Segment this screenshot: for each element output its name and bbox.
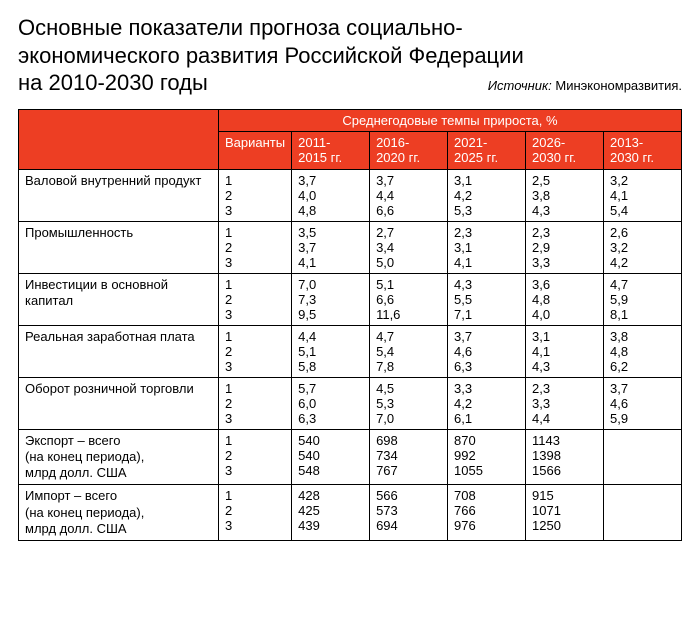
title-line-1: Основные показатели прогноза социально- <box>18 14 682 42</box>
data-cell: 91510711250 <box>526 485 604 541</box>
table-row: Промышленность1233,53,74,12,73,45,02,33,… <box>19 221 682 273</box>
title-block: Основные показатели прогноза социально- … <box>18 14 682 97</box>
table-row: Экспорт – всего(на конец периода),млрд д… <box>19 429 682 485</box>
data-cell: 3,34,26,1 <box>448 377 526 429</box>
data-cell <box>603 485 681 541</box>
table-row: Оборот розничной торговли1235,76,06,34,5… <box>19 377 682 429</box>
data-cell: 3,74,46,6 <box>370 169 448 221</box>
data-cell: 4,75,47,8 <box>370 325 448 377</box>
variants-cell: 123 <box>219 221 292 273</box>
table-row: Валовой внутренний продукт1233,74,04,83,… <box>19 169 682 221</box>
data-cell: 698734767 <box>370 429 448 485</box>
indicator-cell: Валовой внутренний продукт <box>19 169 219 221</box>
title-line-3: на 2010-2030 годы <box>18 69 208 97</box>
header-period-4: 2013-2030 гг. <box>603 131 681 169</box>
table-body: Валовой внутренний продукт1233,74,04,83,… <box>19 169 682 541</box>
header-group: Среднегодовые темпы прироста, % <box>219 109 682 131</box>
data-cell: 2,63,24,2 <box>603 221 681 273</box>
data-cell: 3,14,14,3 <box>526 325 604 377</box>
data-cell: 3,53,74,1 <box>292 221 370 273</box>
data-cell: 4,45,15,8 <box>292 325 370 377</box>
header-period-0: 2011-2015 гг. <box>292 131 370 169</box>
indicator-cell: Реальная заработная плата <box>19 325 219 377</box>
variants-cell: 123 <box>219 169 292 221</box>
header-blank <box>19 109 219 169</box>
header-period-1: 2016-2020 гг. <box>370 131 448 169</box>
indicator-cell: Инвестиции в основной капитал <box>19 273 219 325</box>
data-cell: 4,75,98,1 <box>603 273 681 325</box>
header-variants: Варианты <box>219 131 292 169</box>
data-cell: 3,64,84,0 <box>526 273 604 325</box>
data-cell: 3,24,15,4 <box>603 169 681 221</box>
data-cell: 2,73,45,0 <box>370 221 448 273</box>
table-row: Реальная заработная плата1234,45,15,84,7… <box>19 325 682 377</box>
variants-cell: 123 <box>219 429 292 485</box>
title-line-2: экономического развития Российской Федер… <box>18 42 682 70</box>
data-cell: 540540548 <box>292 429 370 485</box>
indicator-cell: Промышленность <box>19 221 219 273</box>
data-cell: 2,33,34,4 <box>526 377 604 429</box>
source-value: Минэкономразвития. <box>555 78 682 93</box>
variants-cell: 123 <box>219 377 292 429</box>
data-cell: 8709921055 <box>448 429 526 485</box>
data-cell: 3,74,04,8 <box>292 169 370 221</box>
data-cell: 2,33,14,1 <box>448 221 526 273</box>
source-text: Источник: Минэкономразвития. <box>488 78 682 93</box>
source-label: Источник: <box>488 78 552 93</box>
data-cell: 7,07,39,5 <box>292 273 370 325</box>
variants-cell: 123 <box>219 485 292 541</box>
data-cell: 708766976 <box>448 485 526 541</box>
data-cell: 5,76,06,3 <box>292 377 370 429</box>
header-period-2: 2021-2025 гг. <box>448 131 526 169</box>
data-cell: 566573694 <box>370 485 448 541</box>
data-cell: 428425439 <box>292 485 370 541</box>
forecast-table: Среднегодовые темпы прироста, % Варианты… <box>18 109 682 542</box>
variants-cell: 123 <box>219 273 292 325</box>
data-cell: 2,53,84,3 <box>526 169 604 221</box>
data-cell: 3,74,65,9 <box>603 377 681 429</box>
data-cell: 4,35,57,1 <box>448 273 526 325</box>
indicator-cell: Экспорт – всего(на конец периода),млрд д… <box>19 429 219 485</box>
data-cell: 4,55,37,0 <box>370 377 448 429</box>
data-cell: 5,16,611,6 <box>370 273 448 325</box>
indicator-cell: Импорт – всего(на конец периода),млрд до… <box>19 485 219 541</box>
variants-cell: 123 <box>219 325 292 377</box>
table-row: Импорт – всего(на конец периода),млрд до… <box>19 485 682 541</box>
data-cell: 3,84,86,2 <box>603 325 681 377</box>
data-cell: 3,74,66,3 <box>448 325 526 377</box>
data-cell: 114313981566 <box>526 429 604 485</box>
data-cell: 2,32,93,3 <box>526 221 604 273</box>
data-cell: 3,14,25,3 <box>448 169 526 221</box>
table-row: Инвестиции в основной капитал1237,07,39,… <box>19 273 682 325</box>
data-cell <box>603 429 681 485</box>
indicator-cell: Оборот розничной торговли <box>19 377 219 429</box>
header-period-3: 2026-2030 гг. <box>526 131 604 169</box>
